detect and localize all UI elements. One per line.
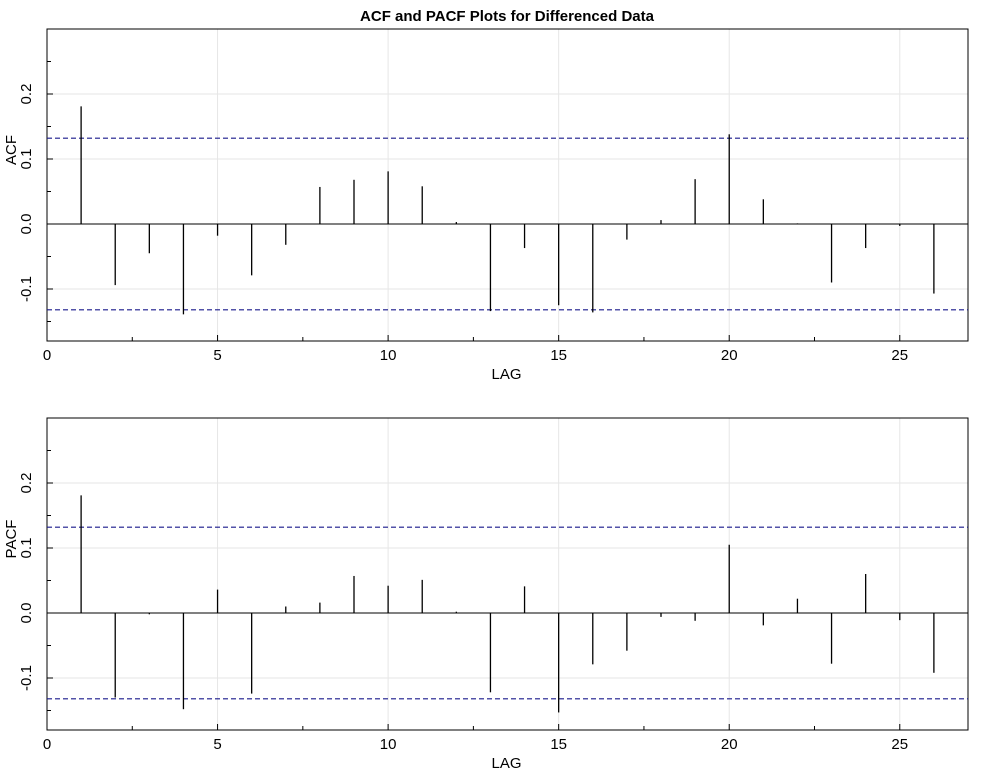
acf-ylabel: ACF	[3, 135, 20, 165]
pacf-ytick-label-2: 0.1	[18, 538, 35, 559]
acf-panel: 0 5 10 15 20 25 -0.1 0.0 0.1 0.2 LAG ACF	[3, 28, 969, 383]
acf-plot-frame	[46, 28, 969, 342]
pacf-xtick-label-1: 5	[213, 736, 221, 753]
acf-ytick-label-0: -0.1	[18, 276, 35, 302]
acf-ytick-label-1: 0.0	[18, 214, 35, 235]
pacf-xtick-label-0: 0	[43, 736, 51, 753]
pacf-xtick-label-5: 25	[891, 736, 908, 753]
acf-ytick-label-3: 0.2	[18, 84, 35, 105]
pacf-xlabel: LAG	[491, 755, 521, 772]
pacf-ytick-label-3: 0.2	[18, 473, 35, 494]
pacf-ytick-label-0: -0.1	[18, 665, 35, 691]
acf-xtick-label-0: 0	[43, 347, 51, 364]
acf-xtick-label-2: 10	[380, 347, 397, 364]
pacf-xtick-label-4: 20	[721, 736, 738, 753]
pacf-ytick-label-1: 0.0	[18, 603, 35, 624]
acf-ytick-label-2: 0.1	[18, 149, 35, 170]
acf-xtick-label-5: 25	[891, 347, 908, 364]
acf-xtick-label-4: 20	[721, 347, 738, 364]
acf-xlabel: LAG	[491, 366, 521, 383]
pacf-xtick-label-3: 15	[550, 736, 567, 753]
figure-title: ACF and PACF Plots for Differenced Data	[360, 8, 655, 25]
pacf-ylabel: PACF	[3, 520, 20, 559]
pacf-panel: 0 5 10 15 20 25 -0.1 0.0 0.1 0.2 LAG PACF	[3, 417, 969, 772]
acf-xtick-label-1: 5	[213, 347, 221, 364]
acf-xtick-label-3: 15	[550, 347, 567, 364]
pacf-plot-frame	[46, 417, 969, 731]
pacf-xtick-label-2: 10	[380, 736, 397, 753]
